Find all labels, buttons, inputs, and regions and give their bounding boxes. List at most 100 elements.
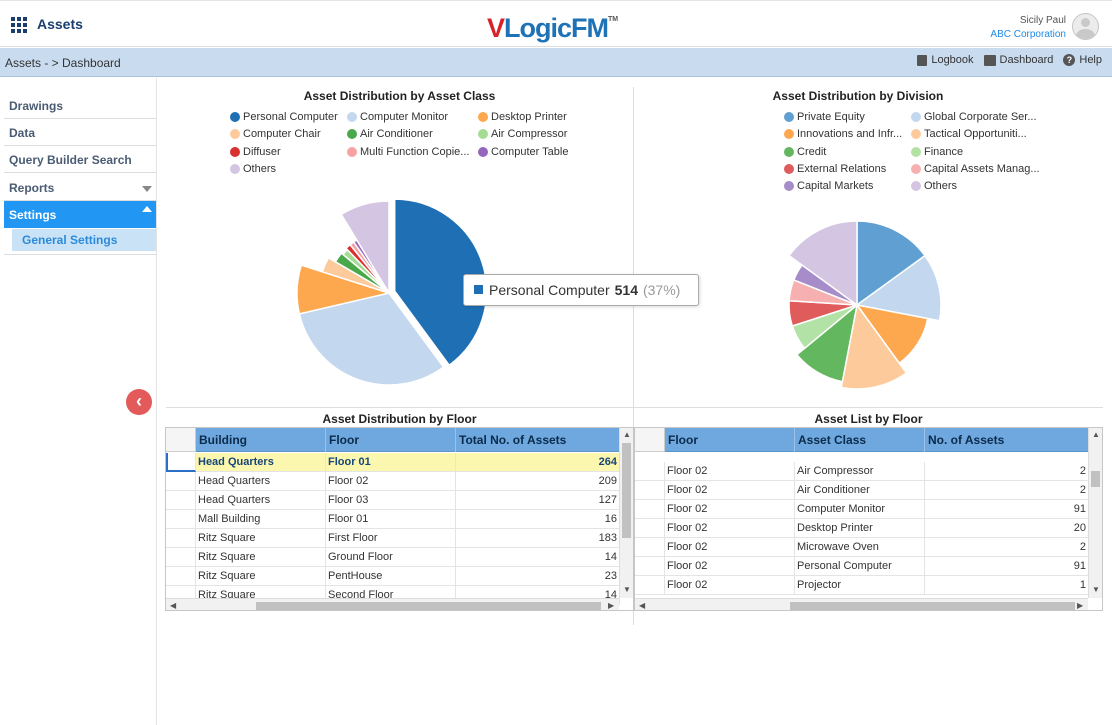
- help-link[interactable]: ? Help: [1063, 54, 1102, 66]
- table-row[interactable]: Floor 02 Computer Monitor 91: [635, 500, 1089, 519]
- table-row[interactable]: Head Quarters Floor 02 209: [166, 472, 620, 491]
- table-row[interactable]: Head Quarters Floor 03 127: [166, 491, 620, 510]
- dashboard-icon: [983, 54, 996, 66]
- horizontal-scrollbar[interactable]: ◀ ▶: [166, 598, 619, 610]
- table-row[interactable]: Floor 02 Air Compressor 2: [635, 462, 1089, 481]
- table-row[interactable]: Floor 02 Desktop Printer 20: [635, 519, 1089, 538]
- scroll-right-icon[interactable]: ▶: [1077, 601, 1084, 610]
- legend-label: Personal Computer: [243, 111, 338, 123]
- table-cell: Air Conditioner: [795, 481, 925, 500]
- col-header-asset-class[interactable]: Asset Class: [795, 428, 925, 452]
- pie-slice-capital-markets[interactable]: [792, 263, 858, 306]
- legend-item-personal-computer[interactable]: Personal Computer: [230, 111, 338, 123]
- legend-item-innovations-and-infr[interactable]: Innovations and Infr...: [784, 128, 902, 140]
- dashboard-link[interactable]: Dashboard: [983, 54, 1053, 66]
- scroll-left-icon[interactable]: ◀: [170, 601, 177, 610]
- grid-corner: [635, 428, 665, 452]
- scroll-up-icon[interactable]: ▲: [1092, 430, 1100, 439]
- pie-slice-private-equity[interactable]: [856, 220, 927, 307]
- grid-header: Floor Asset Class No. of Assets: [665, 428, 1089, 452]
- avatar[interactable]: [1072, 13, 1099, 40]
- apps-grid-icon[interactable]: [11, 17, 27, 33]
- pie-slice-air-compressor[interactable]: [341, 248, 390, 294]
- sidebar-item-data[interactable]: Data: [4, 119, 156, 146]
- col-header-total-assets[interactable]: Total No. of Assets: [456, 428, 620, 452]
- scroll-up-icon[interactable]: ▲: [623, 430, 631, 439]
- legend-item-credit[interactable]: Credit: [784, 146, 826, 158]
- scroll-right-icon[interactable]: ▶: [608, 601, 615, 610]
- pie-slice-finance[interactable]: [791, 304, 858, 350]
- legend-item-others[interactable]: Others: [230, 163, 276, 175]
- legend-item-multi-function-copie[interactable]: Multi Function Copie...: [347, 146, 469, 158]
- legend-item-diffuser[interactable]: Diffuser: [230, 146, 281, 158]
- legend-item-others[interactable]: Others: [911, 180, 957, 192]
- scroll-left-icon[interactable]: ◀: [639, 601, 646, 610]
- legend-item-computer-chair[interactable]: Computer Chair: [230, 128, 321, 140]
- table-row[interactable]: Floor 02 Projector 1: [635, 576, 1089, 595]
- col-header-building[interactable]: Building: [196, 428, 326, 452]
- pie-slice-air-conditioner[interactable]: [334, 252, 390, 294]
- legend-item-private-equity[interactable]: Private Equity: [784, 111, 865, 123]
- scroll-down-icon[interactable]: ▼: [623, 585, 631, 594]
- vertical-scrollbar[interactable]: ▲ ▼: [619, 428, 633, 598]
- legend-item-computer-monitor[interactable]: Computer Monitor: [347, 111, 448, 123]
- legend-item-air-conditioner[interactable]: Air Conditioner: [347, 128, 433, 140]
- table-row[interactable]: Ritz Square PentHouse 23: [166, 567, 620, 586]
- legend-item-tactical-opportuniti[interactable]: Tactical Opportuniti...: [911, 128, 1027, 140]
- table-row[interactable]: Head Quarters Floor 01 264: [166, 453, 620, 472]
- scroll-thumb[interactable]: [256, 602, 601, 610]
- table-row[interactable]: Ritz Square First Floor 183: [166, 529, 620, 548]
- logbook-link[interactable]: Logbook: [917, 54, 974, 66]
- table-cell: Ritz Square: [196, 567, 326, 586]
- col-header-floor[interactable]: Floor: [326, 428, 456, 452]
- pie-slice-external-relations[interactable]: [788, 299, 858, 327]
- scroll-thumb[interactable]: [790, 602, 1075, 610]
- breadcrumb: Assets - > Dashboard: [5, 56, 121, 70]
- legend-item-capital-markets[interactable]: Capital Markets: [784, 180, 873, 192]
- table-row[interactable]: Floor 02 Personal Computer 91: [635, 557, 1089, 576]
- legend-item-external-relations[interactable]: External Relations: [784, 163, 886, 175]
- horizontal-scrollbar[interactable]: ◀ ▶: [635, 598, 1088, 610]
- sidebar-subitem-general-settings[interactable]: General Settings: [12, 229, 156, 251]
- legend-item-global-corporate-ser[interactable]: Global Corporate Ser...: [911, 111, 1037, 123]
- pie-slice-multi-function-copie[interactable]: [349, 240, 390, 294]
- col-header-floor[interactable]: Floor: [665, 428, 795, 452]
- table-row[interactable]: Floor 02 Microwave Oven 2: [635, 538, 1089, 557]
- pie-slice-credit[interactable]: [795, 303, 859, 383]
- pie-slice-diffuser[interactable]: [344, 243, 390, 294]
- sidebar-item-settings[interactable]: Settings: [4, 201, 156, 228]
- table-row[interactable]: Ritz Square Ground Floor 14: [166, 548, 620, 567]
- sidebar-item-drawings[interactable]: Drawings: [4, 92, 156, 119]
- scroll-thumb[interactable]: [622, 443, 631, 538]
- row-selector: [166, 453, 196, 472]
- user-info[interactable]: Sicily Paul ABC Corporation: [990, 14, 1066, 42]
- scroll-down-icon[interactable]: ▼: [1092, 585, 1100, 594]
- pie-slice-innovations-and-infr[interactable]: [855, 303, 929, 365]
- pie-slice-others[interactable]: [787, 220, 858, 307]
- legend-item-finance[interactable]: Finance: [911, 146, 963, 158]
- pie-slice-computer-table[interactable]: [352, 238, 390, 294]
- legend-item-computer-table[interactable]: Computer Table: [478, 146, 568, 158]
- pie-slice-computer-chair[interactable]: [321, 256, 390, 294]
- pie-slice-global-corporate-ser[interactable]: [855, 254, 942, 322]
- table-row[interactable]: Mall Building Floor 01 16: [166, 510, 620, 529]
- sidebar-item-query-builder[interactable]: Query Builder Search: [4, 146, 156, 173]
- vertical-scrollbar[interactable]: ▲ ▼: [1088, 428, 1102, 598]
- legend-marker: [347, 146, 357, 157]
- pie-slice-capital-assets-manag[interactable]: [788, 278, 858, 306]
- pie-slice-tactical-opportuniti[interactable]: [840, 303, 908, 390]
- pie-slice-desktop-printer[interactable]: [296, 264, 392, 315]
- pie-slice-others[interactable]: [340, 200, 390, 296]
- col-header-no-of-assets[interactable]: No. of Assets: [925, 428, 1089, 452]
- legend-item-air-compressor[interactable]: Air Compressor: [478, 128, 567, 140]
- collapse-sidebar-button[interactable]: ‹: [126, 389, 152, 415]
- scroll-thumb[interactable]: [1091, 471, 1100, 487]
- legend-item-capital-assets-manag[interactable]: Capital Assets Manag...: [911, 163, 1040, 175]
- table-row[interactable]: Floor 02 Air Conditioner 2: [635, 481, 1089, 500]
- legend-marker: [784, 181, 794, 192]
- pie-slice-computer-monitor[interactable]: [298, 292, 445, 386]
- sidebar-item-reports[interactable]: Reports: [4, 174, 156, 201]
- legend-item-desktop-printer[interactable]: Desktop Printer: [478, 111, 567, 123]
